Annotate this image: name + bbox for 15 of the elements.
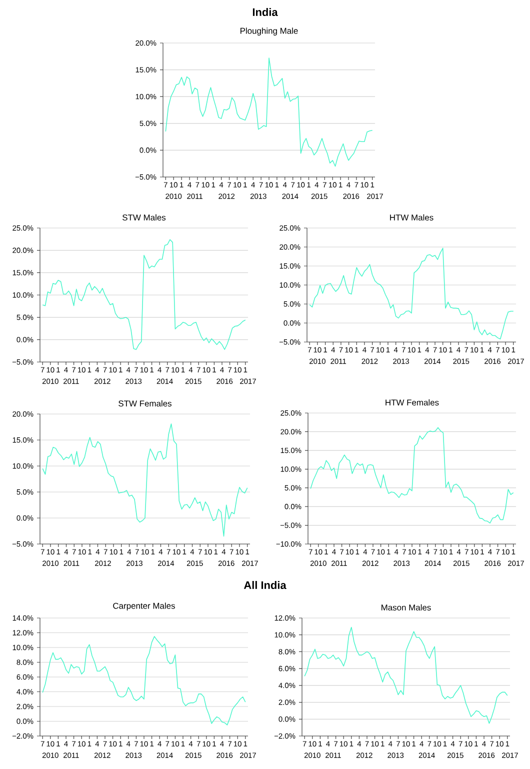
line-series — [42, 239, 246, 350]
chart-title: Ploughing Male — [240, 28, 298, 36]
chart-title: HTW Males — [390, 214, 434, 220]
line-series — [42, 636, 246, 726]
chart-title: HTW Females — [386, 399, 439, 406]
line-series — [310, 427, 514, 524]
chart-title: Mason Males — [382, 604, 431, 610]
text: India — [252, 8, 278, 16]
text: All India — [244, 580, 286, 590]
chart-title: Carpenter Males — [113, 602, 175, 610]
line-series — [309, 248, 514, 340]
chart-title: STW Females — [118, 400, 172, 406]
chart-title: STW Males — [122, 214, 166, 220]
line-series — [304, 626, 508, 724]
line-series — [165, 58, 373, 167]
